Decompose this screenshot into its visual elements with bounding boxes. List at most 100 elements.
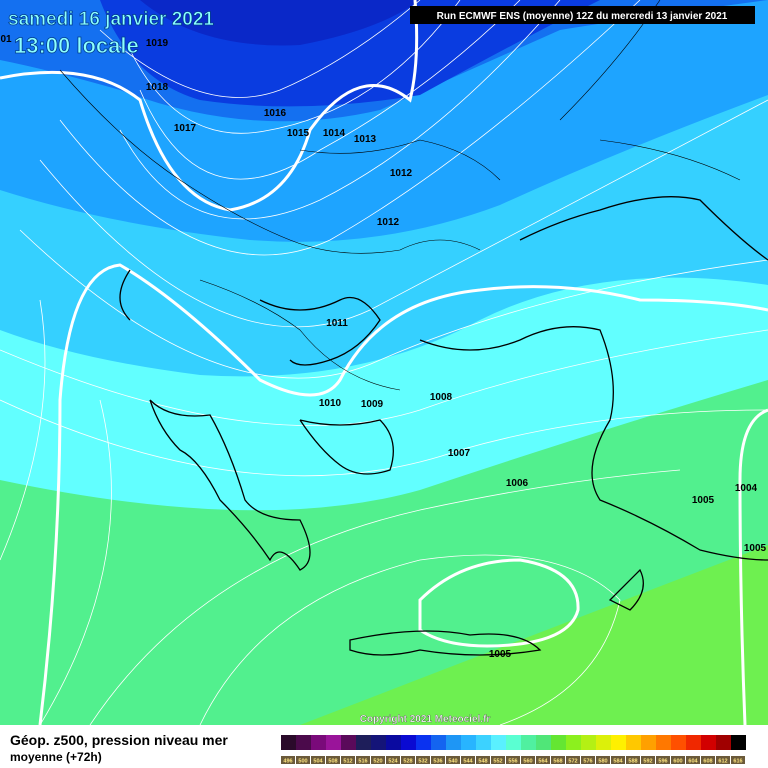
isobar-label: 1013 [354,134,377,145]
scale-label-bg [716,756,730,764]
scale-swatch [686,735,701,750]
scale-label-bg [551,756,565,764]
isobar-label: 01 [0,34,12,45]
isobar-label: 1005 [744,543,767,554]
scale-swatch [626,735,641,750]
scale-label: 524 [388,759,398,765]
scale-label-bg [686,756,700,764]
scale-swatch [671,735,686,750]
scale-label: 508 [328,759,337,765]
copyright: Copyright 2021 Meteociel.fr [360,714,491,725]
scale-label-bg [581,756,595,764]
scale-label: 568 [553,759,562,765]
scale-label: 556 [508,759,517,765]
isobar-label: 1004 [735,483,758,494]
scale-label: 540 [448,759,457,765]
scale-label-bg [731,756,745,764]
isobars-major [0,0,768,725]
scale-label-bg [281,756,295,764]
isobar-label: 1015 [287,128,310,139]
scale-label: 616 [733,759,742,765]
run-info: Run ECMWF ENS (moyenne) 12Z du mercredi … [437,11,728,22]
scale-label-bg [611,756,625,764]
scale-label-bg [416,756,430,764]
scale-label-bg [326,756,340,764]
scale-swatch [551,735,566,750]
scale-label: 496 [283,759,292,765]
run-box [410,6,755,24]
scale-swatch [311,735,326,750]
scale-swatch [716,735,731,750]
scale-label-bg [641,756,655,764]
scale-swatch [476,735,491,750]
scale-label: 592 [643,759,652,765]
scale-swatch [656,735,671,750]
scale-label: 572 [568,759,577,765]
scale-swatch [401,735,416,750]
scale-label-bg [701,756,715,764]
scale-label: 552 [493,759,502,765]
footer-title: Géop. z500, pression niveau mer [10,732,228,748]
scale-swatch [731,735,746,750]
isobar-label: 1017 [174,123,197,134]
scale-label-bg [626,756,640,764]
scale-label-bg [356,756,370,764]
scale-swatch [581,735,596,750]
scale-swatch [611,735,626,750]
scale-label: 576 [583,759,592,765]
scale-label: 604 [688,759,698,765]
scale-label-bg [341,756,355,764]
coastlines [59,0,768,656]
scale-label: 608 [703,759,712,765]
scale-label-bg [596,756,610,764]
scale-label: 600 [673,759,682,765]
scale-label: 580 [598,759,607,765]
scale-label: 512 [343,759,352,765]
scale-label: 516 [358,759,367,765]
scale-swatch [371,735,386,750]
scale-swatch [281,735,296,750]
isobar-label: 1007 [448,448,471,459]
scale-swatch [701,735,716,750]
isobar-label: 1011 [326,318,348,329]
scale-swatch [641,735,656,750]
scale-swatch [326,735,341,750]
scale-label: 584 [613,759,623,765]
scale-label-bg [296,756,310,764]
isobar-label: 1009 [361,399,384,410]
scale-swatch [386,735,401,750]
scale-swatch [296,735,311,750]
scale-label: 544 [463,759,473,765]
scale-label-bg [461,756,475,764]
band [140,0,420,46]
isobar-label: 1016 [264,108,287,119]
scale-label: 504 [313,759,323,765]
scale-label: 560 [523,759,532,765]
scale-label: 536 [433,759,442,765]
scale-label: 588 [628,759,637,765]
scale-label-bg [506,756,520,764]
scale-swatch [566,735,581,750]
scale-swatch [461,735,476,750]
scale-label: 520 [373,759,382,765]
scale-label: 528 [403,759,412,765]
scale-label: 564 [538,759,548,765]
isobar-label: 1006 [506,478,529,489]
scale-label-bg [386,756,400,764]
scale-label-bg [401,756,415,764]
scale-swatch [596,735,611,750]
scale-label-bg [476,756,490,764]
band [300,545,768,725]
isobar-label: 1010 [319,398,342,409]
scale-swatch [431,735,446,750]
scale-label-bg [311,756,325,764]
scale-label: 612 [718,759,727,765]
isobar-label: 1008 [430,392,453,403]
scale-swatch [506,735,521,750]
isobar-label: 1019 [146,38,169,49]
isobar-label: 1005 [692,495,715,506]
scale-swatch [416,735,431,750]
scale-label-bg [671,756,685,764]
